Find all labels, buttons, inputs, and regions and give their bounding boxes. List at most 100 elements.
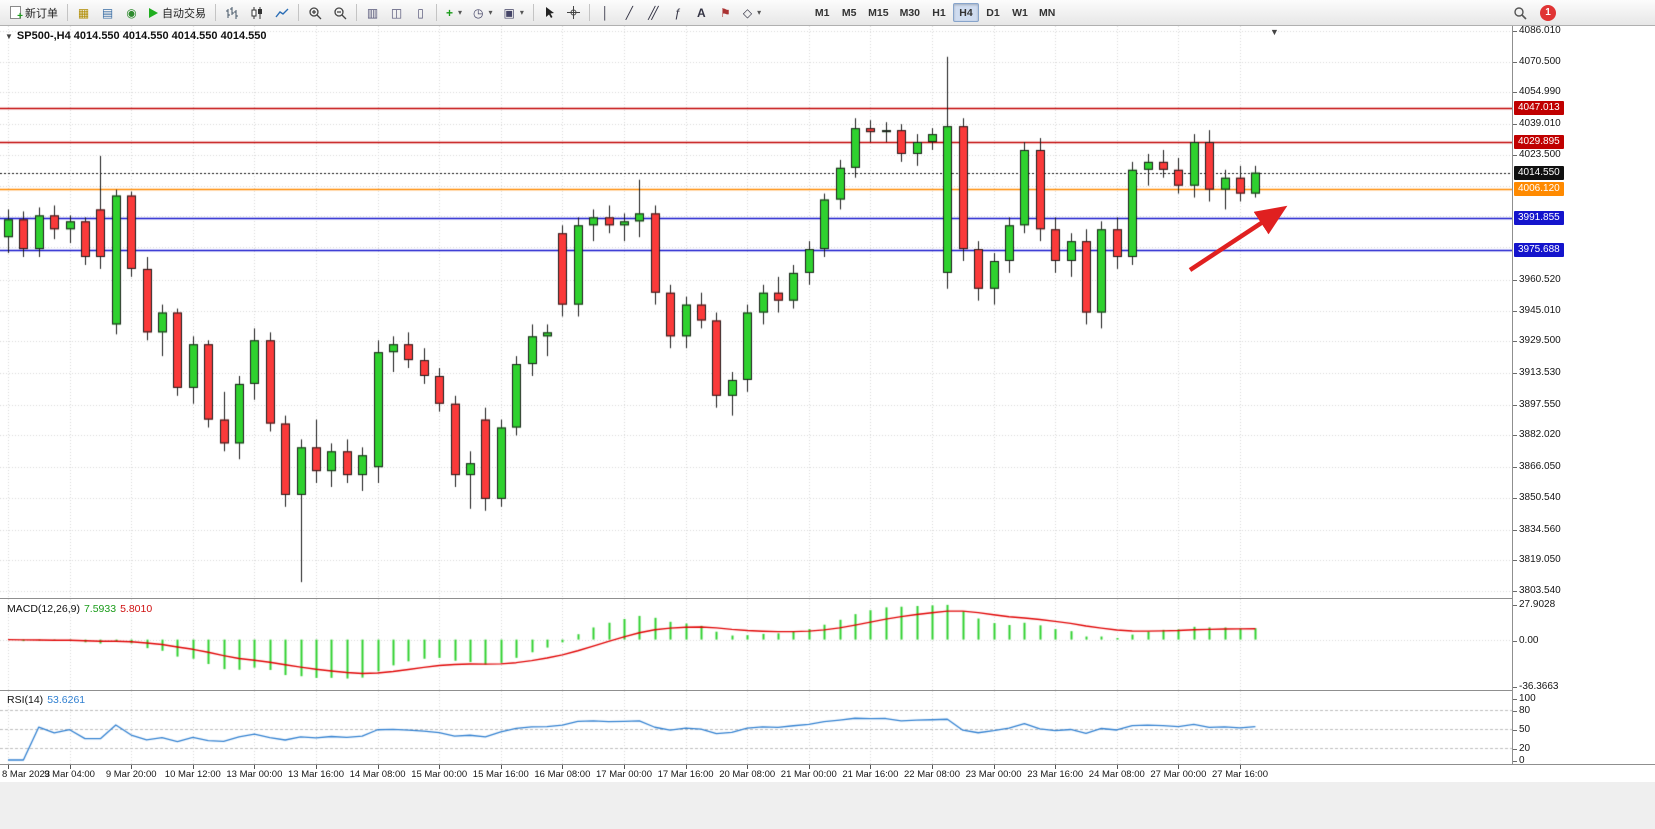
price-axis[interactable]: 4086.010 4070.500 4054.990 4039.010 4023.500… bbox=[1512, 25, 1655, 766]
price-tick: 4023.500 bbox=[1513, 148, 1561, 160]
zoom-out-icon bbox=[334, 6, 347, 19]
label-tool-button[interactable]: ⚑ bbox=[714, 2, 737, 23]
price-tick: 3803.540 bbox=[1513, 585, 1561, 596]
new-order-icon bbox=[10, 6, 23, 22]
main-price-chart[interactable] bbox=[0, 26, 1512, 598]
crosshair-button[interactable] bbox=[562, 2, 585, 23]
tab-timeframe-M15[interactable]: M15 bbox=[863, 3, 893, 22]
time-tick-label: 22 Mar 08:00 bbox=[904, 769, 960, 780]
price-tick: 4054.990 bbox=[1513, 86, 1561, 98]
time-tick-label: 20 Mar 08:00 bbox=[719, 769, 776, 780]
candlestick-chart-icon bbox=[251, 6, 262, 19]
cascade-windows-button[interactable]: ◫ bbox=[385, 2, 408, 23]
time-tick-mark bbox=[1178, 765, 1179, 769]
hline-price-label: 4047.013 bbox=[1514, 101, 1564, 116]
time-tick-mark bbox=[131, 765, 132, 769]
price-tick: 3850.540 bbox=[1513, 491, 1561, 503]
toolbar-separator bbox=[532, 4, 534, 21]
toolbar-separator bbox=[356, 4, 357, 21]
time-tick-mark bbox=[8, 765, 9, 769]
price-tick: 3819.050 bbox=[1513, 554, 1561, 566]
chart-shift-marker-icon[interactable]: ▼ bbox=[1270, 27, 1279, 37]
market-watch-button[interactable]: ▦ bbox=[72, 2, 95, 23]
time-tick-mark bbox=[686, 765, 687, 769]
tab-timeframe-M1[interactable]: M1 bbox=[809, 3, 835, 22]
hline-price-label: 4029.895 bbox=[1514, 135, 1564, 150]
tab-timeframe-D1[interactable]: D1 bbox=[980, 3, 1006, 22]
autotrading-label: 自动交易 bbox=[162, 7, 206, 20]
macd-axis-label: 27.9028 bbox=[1512, 599, 1556, 610]
periods-button[interactable]: ◷ ▾ bbox=[468, 2, 498, 23]
indicators-add-icon: + bbox=[446, 5, 454, 20]
channel-button[interactable]: ╱╱ bbox=[642, 2, 665, 23]
tab-timeframe-H1[interactable]: H1 bbox=[926, 3, 952, 22]
chevron-down-icon: ▾ bbox=[488, 8, 493, 17]
toolbar-separator bbox=[588, 4, 590, 21]
time-tick-label: 24 Mar 08:00 bbox=[1088, 769, 1145, 780]
rsi-axis-label: 80 bbox=[1512, 705, 1531, 717]
vertical-line-button[interactable]: │ bbox=[594, 2, 617, 23]
tab-timeframe-W1[interactable]: W1 bbox=[1007, 3, 1033, 22]
time-tick-mark bbox=[624, 765, 625, 769]
time-tick-label: 14 Mar 08:00 bbox=[349, 769, 406, 780]
line-chart-icon bbox=[275, 8, 289, 17]
toolbar-separator bbox=[436, 4, 437, 21]
templates-button[interactable]: ▣ ▾ bbox=[499, 2, 529, 23]
search-button[interactable] bbox=[1508, 2, 1532, 23]
indicators-button[interactable]: + ▾ bbox=[441, 2, 467, 23]
time-tick-mark bbox=[70, 765, 71, 769]
navigator-button[interactable]: ◉ bbox=[120, 2, 143, 23]
tile-windows-button[interactable]: ▥ bbox=[361, 2, 384, 23]
text-tool-button[interactable]: A bbox=[690, 2, 713, 23]
time-tick-mark bbox=[747, 765, 748, 769]
one-click-trading-arrow-icon[interactable]: ▼ bbox=[5, 31, 13, 41]
time-tick-label: 13 Mar 16:00 bbox=[288, 769, 344, 780]
time-axis[interactable]: 8 Mar 2023 9 Mar 04:00 9 Mar 20:00 10 Mar 1… bbox=[0, 764, 1655, 782]
arrange-windows-button[interactable]: ▯ bbox=[409, 2, 432, 23]
trend-arrow-annotation[interactable] bbox=[1180, 198, 1300, 288]
navigator-icon: ◉ bbox=[126, 5, 137, 20]
time-tick-mark bbox=[870, 765, 871, 769]
price-tick: 4039.010 bbox=[1513, 118, 1561, 130]
notification-badge[interactable]: 1 bbox=[1540, 4, 1556, 21]
macd-axis-label: -36.3663 bbox=[1512, 681, 1559, 692]
chevron-down-icon: ▾ bbox=[757, 8, 762, 17]
tab-timeframe-MN[interactable]: MN bbox=[1034, 3, 1060, 22]
cursor-button[interactable] bbox=[538, 2, 561, 23]
hline-price-label: 4006.120 bbox=[1514, 182, 1564, 197]
panel-separator[interactable] bbox=[0, 690, 1655, 691]
zoom-in-button[interactable] bbox=[303, 2, 327, 23]
zoom-out-button[interactable] bbox=[328, 2, 352, 23]
line-chart-button[interactable] bbox=[270, 2, 294, 23]
trendline-icon: ╱ bbox=[625, 5, 633, 20]
chart-ohlc-header: ▼ SP500-,H4 4014.550 4014.550 4014.550 4… bbox=[5, 30, 266, 42]
tab-timeframe-H4[interactable]: H4 bbox=[953, 3, 980, 22]
macd-title: MACD(12,26,9) bbox=[7, 603, 80, 615]
shapes-button[interactable]: ◇ ▾ bbox=[738, 2, 766, 23]
chevron-down-icon: ▾ bbox=[519, 8, 524, 17]
search-icon bbox=[1514, 6, 1527, 20]
tab-timeframe-M30[interactable]: M30 bbox=[895, 3, 925, 22]
panel-separator[interactable] bbox=[0, 598, 1655, 599]
data-window-button[interactable]: ▤ bbox=[96, 2, 119, 23]
autotrading-button[interactable]: 自动交易 bbox=[144, 2, 211, 23]
trendline-button[interactable]: ╱ bbox=[618, 2, 641, 23]
data-window-icon: ▤ bbox=[101, 5, 114, 20]
rsi-axis-label: 100 bbox=[1513, 693, 1536, 704]
bar-chart-button[interactable] bbox=[220, 2, 244, 23]
candlestick-chart-button[interactable] bbox=[245, 2, 269, 23]
window-bottom-area bbox=[0, 782, 1655, 829]
fibonacci-button[interactable]: ƒ bbox=[666, 2, 689, 23]
chart-window: ▼ SP500-,H4 4014.550 4014.550 4014.550 4… bbox=[0, 25, 1655, 782]
symbol-ohlc-text: SP500-,H4 4014.550 4014.550 4014.550 401… bbox=[16, 30, 267, 42]
autotrading-icon bbox=[149, 7, 158, 18]
new-order-button[interactable]: 新订单 bbox=[5, 2, 63, 23]
price-tick: 3834.560 bbox=[1513, 523, 1561, 535]
cursor-icon bbox=[545, 7, 554, 18]
arrange-windows-icon: ▯ bbox=[417, 5, 424, 20]
toolbar-right-group: 1 bbox=[1508, 2, 1556, 23]
rsi-axis-label: 50 bbox=[1512, 724, 1531, 735]
tab-timeframe-M5[interactable]: M5 bbox=[836, 3, 862, 22]
time-tick-mark bbox=[932, 765, 933, 769]
